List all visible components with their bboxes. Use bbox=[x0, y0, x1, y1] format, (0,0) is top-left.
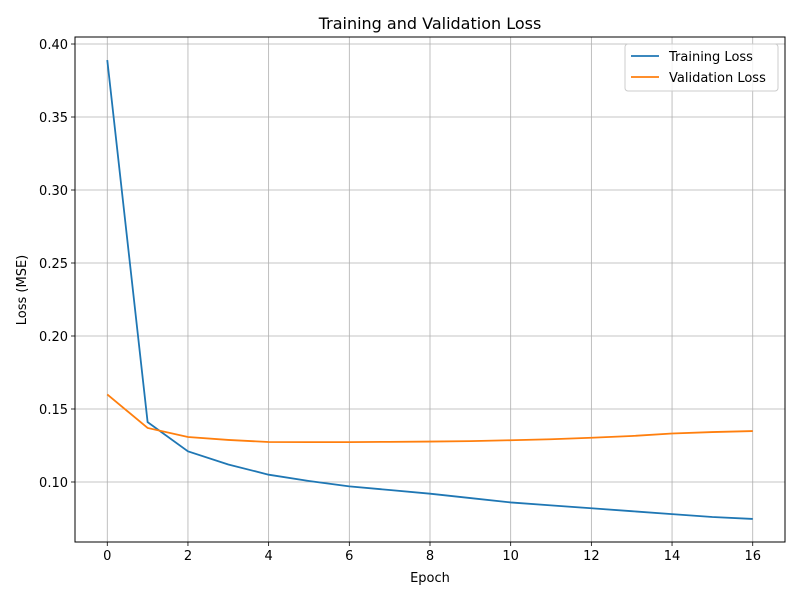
x-axis-label: Epoch bbox=[410, 571, 450, 586]
legend: Training Loss Validation Loss bbox=[624, 43, 779, 92]
x-tick-label: 14 bbox=[664, 549, 681, 564]
y-tick-label: 0.25 bbox=[39, 257, 68, 272]
x-tick-label: 10 bbox=[502, 549, 519, 564]
chart-title: Training and Validation Loss bbox=[318, 14, 542, 33]
y-tick-label: 0.15 bbox=[39, 403, 68, 418]
grid bbox=[75, 37, 785, 542]
x-tick-label: 6 bbox=[345, 549, 353, 564]
training-loss-line bbox=[106, 59, 753, 520]
x-tick-label: 12 bbox=[583, 549, 600, 564]
y-tick-label: 0.20 bbox=[39, 330, 68, 345]
series-lines bbox=[106, 59, 753, 520]
x-tick-label: 8 bbox=[426, 549, 434, 564]
y-tick-label: 0.40 bbox=[39, 38, 68, 53]
legend-box bbox=[624, 43, 779, 92]
x-tick-label: 0 bbox=[103, 549, 111, 564]
validation-loss-line bbox=[106, 393, 753, 444]
y-tick-label: 0.10 bbox=[39, 476, 68, 491]
x-tick-label: 16 bbox=[744, 549, 761, 564]
y-tick-label: 0.30 bbox=[39, 184, 68, 199]
x-tick-label: 2 bbox=[184, 549, 192, 564]
ticks: 0 2 4 6 8 10 12 14 16 0.10 0.15 0.20 0.25 0.30 0.35 0.4… bbox=[39, 38, 761, 564]
legend-label-validation: Validation Loss bbox=[669, 71, 766, 86]
y-axis-label: Loss (MSE) bbox=[15, 255, 30, 325]
legend-label-training: Training Loss bbox=[668, 50, 753, 65]
y-tick-label: 0.35 bbox=[39, 111, 68, 126]
x-tick-label: 4 bbox=[264, 549, 272, 564]
